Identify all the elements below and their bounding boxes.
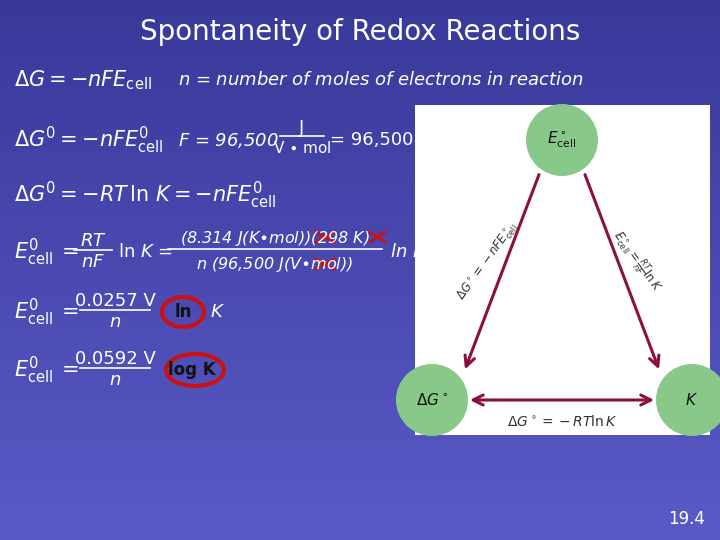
Bar <box>0 494 720 504</box>
Bar <box>0 143 720 153</box>
Text: = 96,500 C/mol: = 96,500 C/mol <box>330 131 472 149</box>
Text: $E^0_{\rm cell}$: $E^0_{\rm cell}$ <box>14 237 53 268</box>
Bar <box>0 260 720 270</box>
Bar <box>0 431 720 441</box>
Text: $n$ (96,500 J(V$\bullet$mol)): $n$ (96,500 J(V$\bullet$mol)) <box>197 254 354 273</box>
Text: $n$: $n$ <box>109 371 121 389</box>
Bar <box>0 377 720 387</box>
Bar <box>0 521 720 531</box>
Text: $K$: $K$ <box>210 303 225 321</box>
Text: =: = <box>62 302 80 322</box>
Text: $E^0_{\rm cell}$: $E^0_{\rm cell}$ <box>14 296 53 328</box>
Bar <box>0 17 720 27</box>
Bar <box>0 368 720 378</box>
Bar <box>0 107 720 117</box>
Text: $nF$: $nF$ <box>81 253 105 271</box>
Text: $\Delta G^\circ = -nFE^\circ_{\rm cell}$: $\Delta G^\circ = -nFE^\circ_{\rm cell}$ <box>453 220 521 305</box>
Bar <box>0 287 720 297</box>
Text: 19.4: 19.4 <box>668 510 705 528</box>
Bar <box>0 386 720 396</box>
Bar <box>0 530 720 540</box>
Text: =: = <box>62 242 80 262</box>
Text: $E^0_{\rm cell}$: $E^0_{\rm cell}$ <box>14 354 53 386</box>
Bar <box>0 179 720 189</box>
Bar <box>0 89 720 99</box>
Bar <box>0 80 720 90</box>
Bar <box>0 197 720 207</box>
Text: 0.0592 V: 0.0592 V <box>75 350 156 368</box>
Bar <box>0 323 720 333</box>
Bar <box>0 44 720 54</box>
Text: $n$: $n$ <box>109 313 121 331</box>
Text: 0.0257 V: 0.0257 V <box>75 292 156 310</box>
Bar <box>0 476 720 486</box>
Text: $E^\circ_{\rm cell} = \frac{RT}{nF}\ln K$: $E^\circ_{\rm cell} = \frac{RT}{nF}\ln K… <box>607 227 667 298</box>
Circle shape <box>656 364 720 436</box>
Bar <box>0 170 720 180</box>
Bar <box>0 242 720 252</box>
Bar <box>0 116 720 126</box>
Bar <box>0 206 720 216</box>
Bar <box>0 512 720 522</box>
Bar <box>0 62 720 72</box>
Bar <box>415 105 710 435</box>
Bar <box>0 125 720 135</box>
Text: $n$ = number of moles of electrons in reaction: $n$ = number of moles of electrons in re… <box>178 71 584 89</box>
Bar <box>0 332 720 342</box>
Bar <box>0 485 720 495</box>
Bar <box>0 467 720 477</box>
Bar <box>0 233 720 243</box>
Text: $\Delta G = {-n}FE_{\rm cell}$: $\Delta G = {-n}FE_{\rm cell}$ <box>14 68 152 92</box>
Bar <box>0 314 720 324</box>
Text: $RT$: $RT$ <box>80 232 107 250</box>
Text: ln $K$: ln $K$ <box>390 243 427 261</box>
Bar <box>0 251 720 261</box>
Bar <box>0 26 720 36</box>
Text: J: J <box>300 119 305 137</box>
Bar <box>0 413 720 423</box>
Text: $\Delta G^\circ = -RT\ln K$: $\Delta G^\circ = -RT\ln K$ <box>507 415 617 429</box>
Bar <box>0 53 720 63</box>
Text: log K: log K <box>168 361 216 379</box>
Bar <box>0 404 720 414</box>
Bar <box>0 71 720 81</box>
Text: Spontaneity of Redox Reactions: Spontaneity of Redox Reactions <box>140 18 580 46</box>
Text: $\Delta G^\circ$: $\Delta G^\circ$ <box>415 392 449 408</box>
Bar <box>0 269 720 279</box>
Circle shape <box>396 364 468 436</box>
Text: ln: ln <box>174 303 192 321</box>
Bar <box>0 395 720 405</box>
Bar <box>0 35 720 45</box>
Bar <box>0 188 720 198</box>
Bar <box>0 8 720 18</box>
Bar <box>0 503 720 513</box>
Text: $\Delta G^0 = {-RT}\,\ln\,K = {-n}FE^0_{\rm cell}$: $\Delta G^0 = {-RT}\,\ln\,K = {-n}FE^0_{… <box>14 179 276 211</box>
Text: (8.314 J(K$\bullet$mol))(298 K): (8.314 J(K$\bullet$mol))(298 K) <box>180 228 370 247</box>
Bar <box>0 359 720 369</box>
Bar <box>0 305 720 315</box>
Text: $K$: $K$ <box>685 392 698 408</box>
Bar <box>0 152 720 162</box>
Bar <box>0 278 720 288</box>
Bar <box>0 350 720 360</box>
Bar <box>0 449 720 459</box>
Bar <box>0 98 720 108</box>
Bar <box>0 341 720 351</box>
Bar <box>0 215 720 225</box>
Bar <box>0 161 720 171</box>
Text: $F$ = 96,500: $F$ = 96,500 <box>178 131 279 150</box>
Circle shape <box>526 104 598 176</box>
Text: =: = <box>62 360 80 380</box>
Text: V $\bullet$ mol: V $\bullet$ mol <box>273 140 331 156</box>
Text: $\Delta G^0 = {-n}FE^0_{\rm cell}$: $\Delta G^0 = {-n}FE^0_{\rm cell}$ <box>14 124 163 156</box>
Bar <box>0 422 720 432</box>
Text: $E^\circ_{\rm cell}$: $E^\circ_{\rm cell}$ <box>547 130 577 150</box>
Bar <box>0 134 720 144</box>
Text: ln $K$ =: ln $K$ = <box>118 243 173 261</box>
Bar <box>0 296 720 306</box>
Bar <box>0 458 720 468</box>
Bar <box>0 224 720 234</box>
Bar <box>0 440 720 450</box>
Bar <box>0 0 720 9</box>
